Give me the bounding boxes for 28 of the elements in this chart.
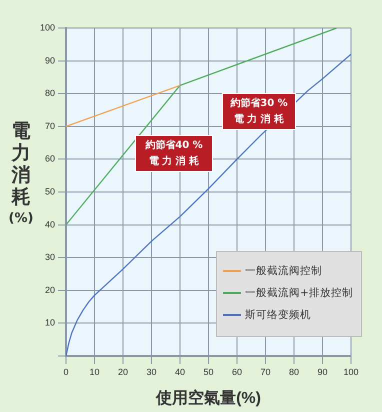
y-tick-label: 60	[44, 154, 55, 164]
x-tick-label: 50	[203, 366, 214, 377]
legend-label: 斯可络变频机	[245, 308, 311, 322]
y-tick-label: 40	[44, 219, 55, 230]
x-tick-label: 90	[317, 366, 328, 377]
x-axis-title: 使用空氣量(%)	[155, 388, 261, 407]
x-tick-label: 20	[118, 366, 128, 377]
y-tick-label: 80	[44, 88, 55, 98]
y-tick-label: 10	[44, 318, 55, 328]
y-tick-label: 90	[44, 55, 55, 66]
x-tick-label: 30	[146, 366, 157, 377]
y-tick-label: 20	[44, 284, 55, 295]
legend-label: 一般截流阀+排放控制	[245, 286, 353, 300]
x-tick-label: 10	[89, 366, 100, 377]
annotation: 約節省40 % 電 力 消 耗	[135, 135, 213, 172]
y-tick-label: 100	[40, 22, 55, 32]
x-tick-label: 100	[343, 366, 359, 377]
y-tick-label: 50	[44, 186, 55, 196]
x-tick-label: 60	[232, 366, 242, 377]
y-axis-title: 電力消耗(%)	[8, 120, 34, 228]
x-tick-label: 0	[63, 366, 69, 377]
y-tick-label: 30	[44, 252, 55, 262]
annotation: 約節省30 % 電 力 消 耗	[222, 93, 296, 130]
x-tick-label: 80	[288, 366, 300, 377]
legend-label: 一般截流阀控制	[245, 264, 322, 278]
x-tick-label: 70	[260, 366, 271, 377]
y-tick-label: 70	[44, 120, 55, 131]
x-tick-label: 40	[174, 366, 186, 377]
